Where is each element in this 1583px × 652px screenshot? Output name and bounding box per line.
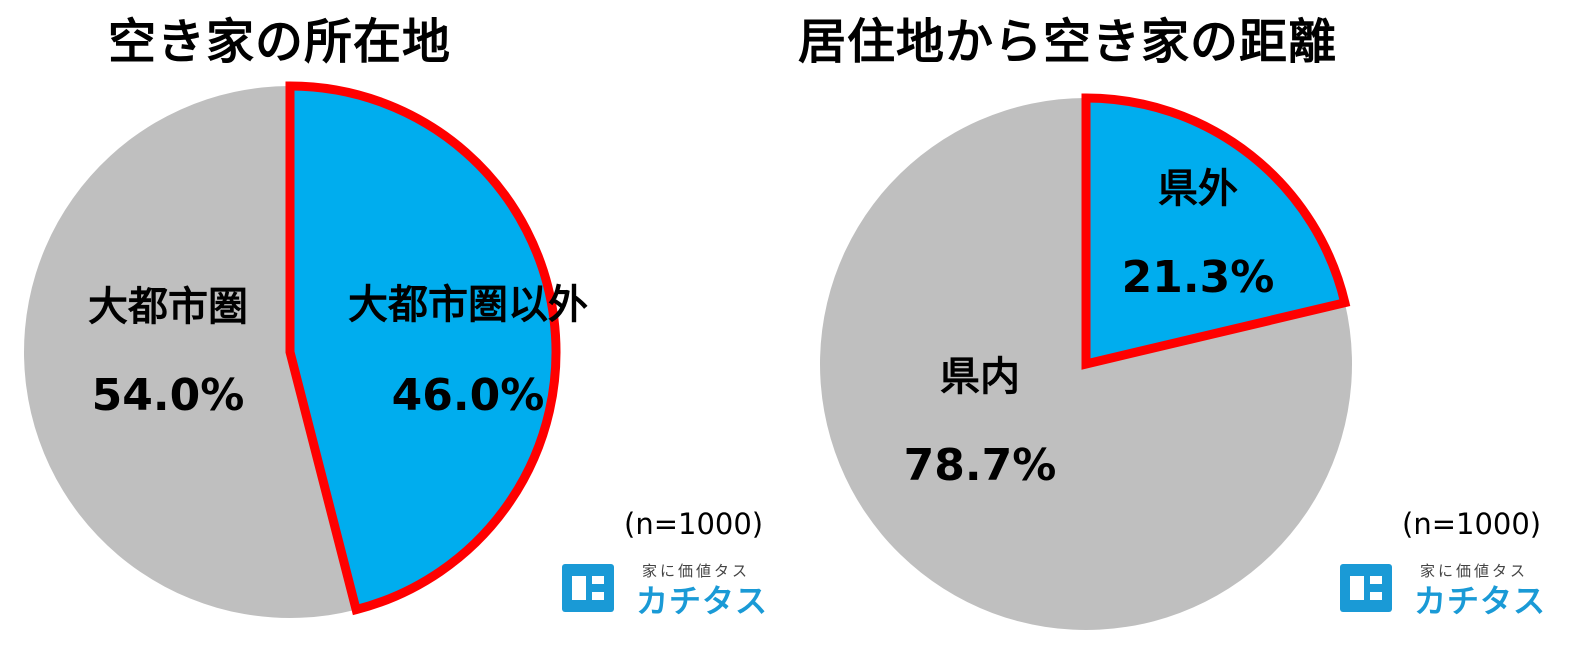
pie-slice-other xyxy=(24,86,357,618)
slice-category-label: 県外 xyxy=(1158,166,1238,212)
pie-chart-distance: 県内 78.7% 県外 21.3% xyxy=(820,93,1352,630)
pie-chart-location: 大都市圏 54.0% 大都市圏以外 46.0% xyxy=(24,81,588,618)
slice-category-label: 大都市圏 xyxy=(88,284,248,330)
slice-category-label: 県内 xyxy=(940,354,1020,400)
logo-name: カチタス xyxy=(636,582,769,620)
logo-mark-icon xyxy=(562,564,614,612)
slice-percentage-label: 54.0% xyxy=(92,370,245,421)
slice-percentage-label: 78.7% xyxy=(904,440,1057,491)
slice-percentage-label: 21.3% xyxy=(1122,252,1275,303)
logo-name: カチタス xyxy=(1414,582,1547,620)
chart-title: 空き家の所在地 xyxy=(108,14,452,70)
kachitas-logo: 家に価値タス カチタス xyxy=(1340,562,1545,620)
logo-tagline: 家に価値タス xyxy=(1420,562,1529,580)
logo-tagline: 家に価値タス xyxy=(642,562,751,580)
chart-title: 居住地から空き家の距離 xyxy=(798,14,1338,70)
slice-category-label: 大都市圏以外 xyxy=(348,282,588,328)
chart-panel-distance: 居住地から空き家の距離 県内 78.7% 県外 21.3% (n=1000) 家に価値… xyxy=(790,0,1583,652)
sample-size-note: (n=1000) xyxy=(1402,507,1542,541)
slice-percentage-label: 46.0% xyxy=(392,370,545,421)
kachitas-logo: 家に価値タス カチタス xyxy=(562,562,767,620)
pie-slice-highlighted xyxy=(1081,93,1351,370)
sample-size-note: (n=1000) xyxy=(624,507,764,541)
pie-slice-highlighted xyxy=(285,81,561,616)
chart-panel-location: 空き家の所在地 大都市圏 54.0% 大都市圏以外 46.0% (n=1000) 家に… xyxy=(0,0,790,652)
logo-mark-icon xyxy=(1340,564,1392,612)
